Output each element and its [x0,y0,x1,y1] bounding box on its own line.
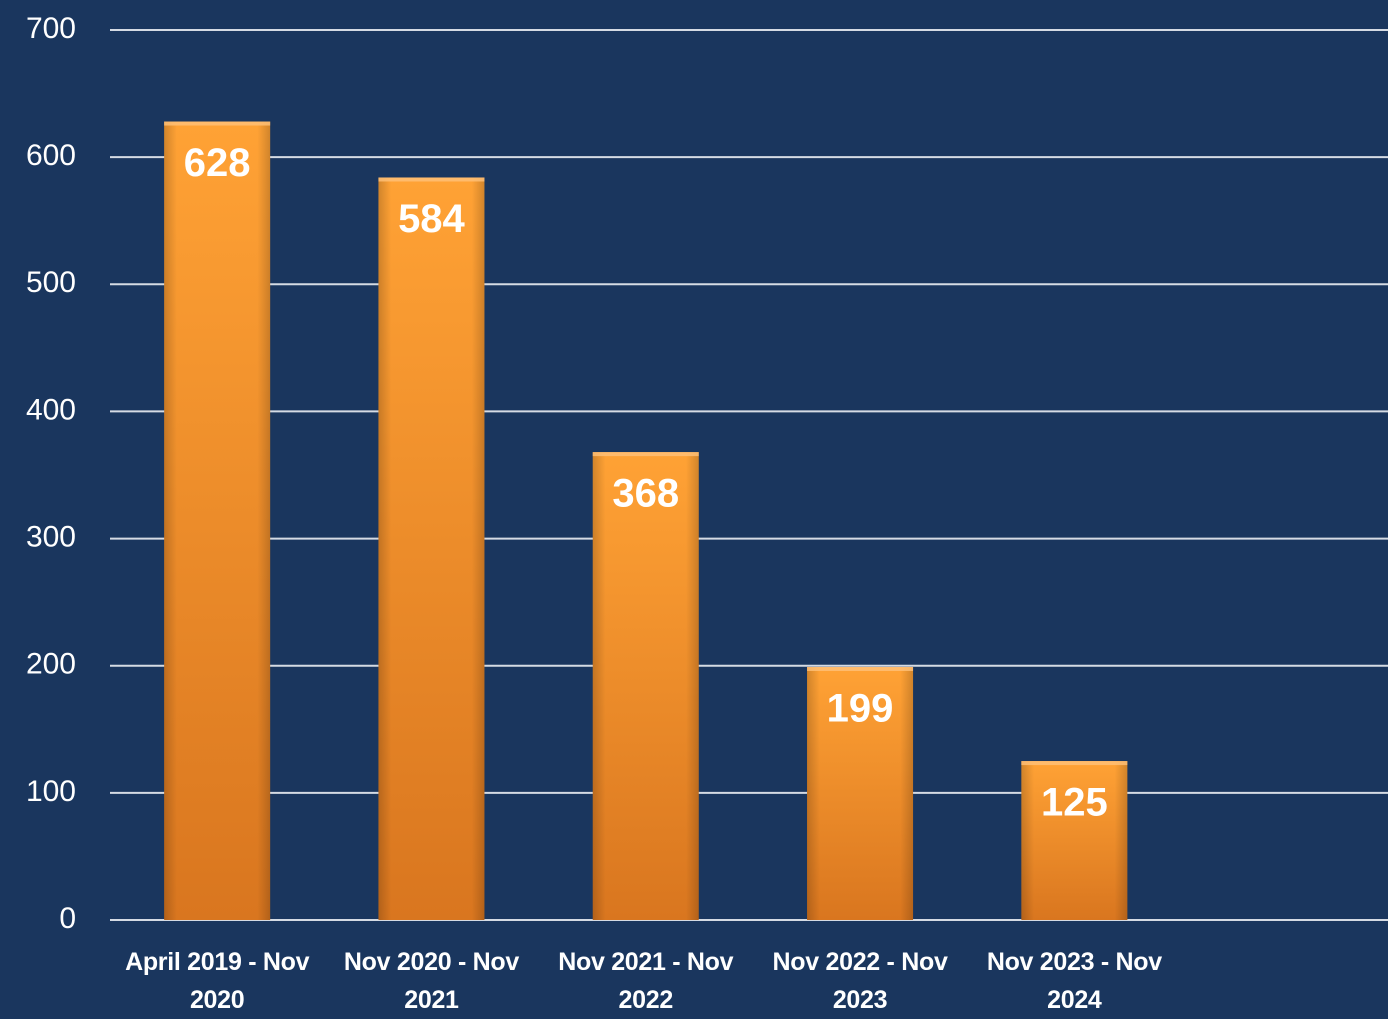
value-label: 628 [184,141,251,185]
bar-highlight [592,452,699,457]
bar-shade [807,666,914,920]
y-tick-label: 300 [26,520,76,553]
value-label: 125 [1041,781,1108,825]
bar-shade [1021,761,1128,920]
bar-highlight [1021,761,1128,766]
value-label: 368 [612,472,679,516]
bar-shade [592,452,699,920]
y-tick-label: 200 [26,648,76,681]
x-tick-label: April 2019 - Nov 2020 [125,948,310,1014]
bar-highlight [164,121,271,126]
y-tick-label: 600 [26,139,76,172]
bar-shade [378,177,485,920]
y-tick-label: 100 [26,775,76,808]
y-tick-label: 400 [26,393,76,426]
x-tick-label: Nov 2022 - Nov 2023 [772,948,948,1014]
x-tick-label: Nov 2020 - Nov 2021 [343,948,519,1014]
x-tick-label: Nov 2023 - Nov 2024 [986,948,1162,1014]
bar-highlight [807,666,914,671]
y-tick-label: 500 [26,266,76,299]
bar-highlight [378,177,485,182]
value-label: 199 [827,687,894,731]
y-tick-label: 0 [59,902,76,935]
value-label: 584 [398,197,465,241]
y-tick-label: 700 [26,12,76,45]
bar-shade [164,121,271,921]
x-tick-label: Nov 2021 - Nov 2022 [558,948,734,1014]
